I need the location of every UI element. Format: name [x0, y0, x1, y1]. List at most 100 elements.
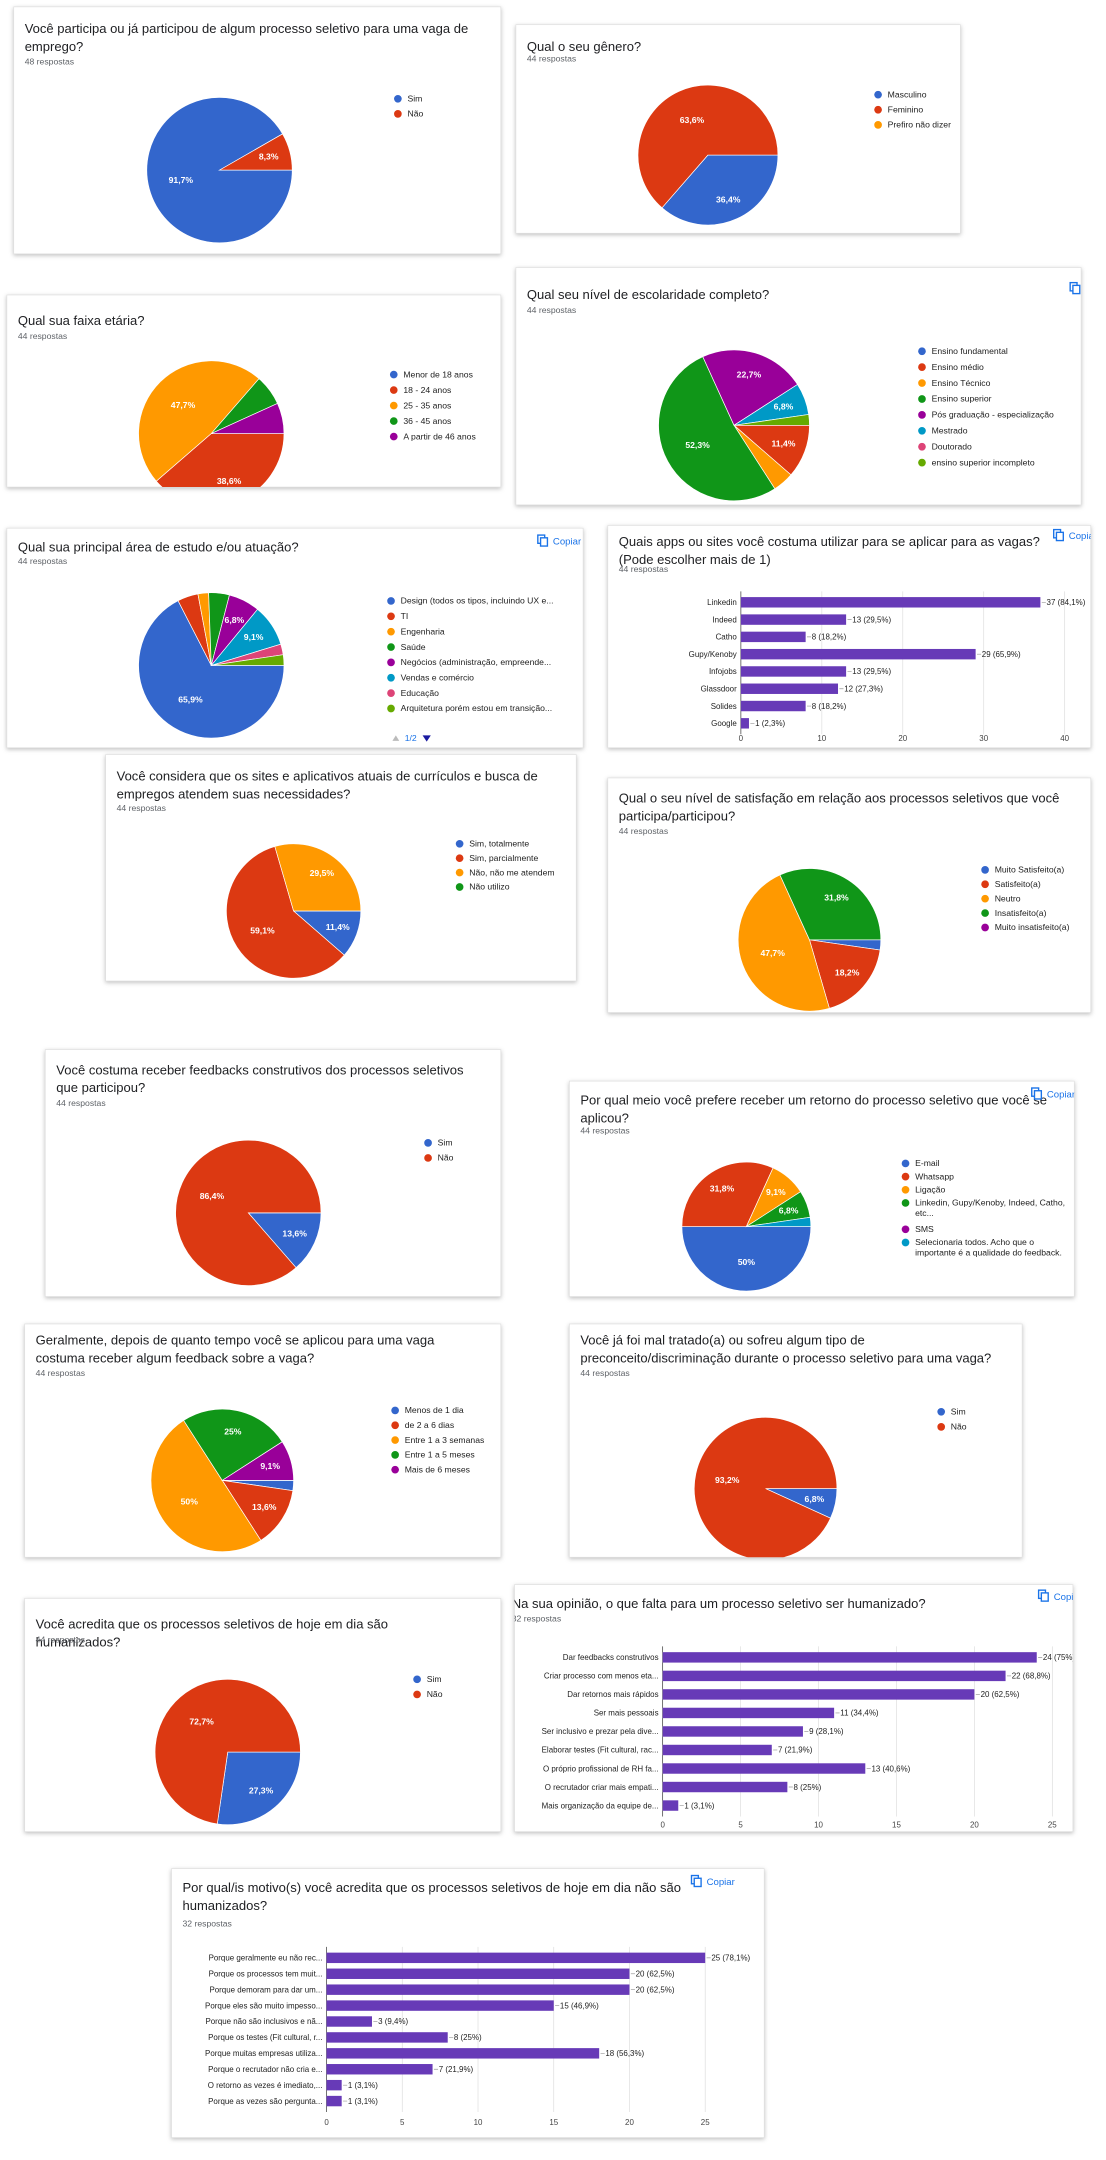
slice-label: 50%	[181, 1496, 199, 1506]
legend-label: Ensino superior	[932, 394, 992, 404]
bar	[662, 1763, 866, 1774]
response-count: 44 respostas	[18, 556, 67, 566]
x-tick-label: 25	[701, 2118, 710, 2127]
legend-swatch	[901, 1225, 910, 1234]
value-label: 25 (78,1%)	[711, 1954, 750, 1963]
category-label: Porque os testes (Fit cultural, r...	[208, 2033, 322, 2042]
legend-label: Insatisfeito(a)	[995, 908, 1047, 918]
legend-swatch	[387, 597, 395, 605]
legend-label: Não	[427, 1689, 443, 1699]
slice-label: 6,8%	[779, 1205, 799, 1215]
legend-swatch	[455, 839, 464, 848]
pie-slice	[221, 1479, 294, 1541]
legend-swatch	[413, 1690, 421, 1699]
category-label: Elaborar testes (Fit cultural, rac...	[542, 1746, 659, 1755]
response-count: 44 respostas	[619, 564, 668, 574]
pie-slice	[221, 1441, 294, 1481]
legend-label: Design (todos os tipos, incluindo UX e..…	[401, 596, 554, 606]
response-count: 44 respostas	[117, 803, 166, 813]
slice-label: 6,8%	[774, 402, 794, 412]
legend-label: Sim	[951, 1407, 966, 1417]
value-label: 37 (84,1%)	[1047, 598, 1086, 607]
slice-label: 47,7%	[760, 948, 785, 958]
slice-label: 9,1%	[766, 1187, 786, 1197]
legend-swatch	[901, 1172, 910, 1181]
x-tick-label: 20	[898, 734, 907, 743]
legend-label: SMS	[915, 1224, 934, 1234]
legend-label: Negócios (administração, empreende...	[401, 657, 552, 667]
content: Você participa ou já participou de algum…	[6, 6, 1092, 2138]
pie-slice	[216, 1751, 301, 1826]
pager-next	[422, 735, 431, 742]
legend-swatch	[413, 1675, 421, 1684]
pie-slice	[218, 133, 293, 171]
value-label: 12 (27,3%)	[844, 684, 883, 693]
x-tick-label: 40	[1060, 734, 1069, 743]
text-line: humanizados?	[36, 1634, 121, 1649]
question-title: Por qual meio você prefere receber um re…	[580, 1092, 1047, 1125]
category-label: Porque os processos tem muit...	[209, 1970, 323, 1979]
bar	[326, 2016, 372, 2027]
legend-swatch	[874, 90, 882, 99]
copy-icon	[1040, 1592, 1049, 1602]
question-title: Qual seu nível de escolaridade completo?	[527, 287, 769, 302]
slice-label: 11,4%	[326, 922, 350, 932]
text-line: (Pode escolher mais de 1)	[619, 552, 771, 567]
text-line: Você considera que os sites e aplicativo…	[117, 769, 538, 784]
text-line: Você participa ou já participou de algum…	[25, 21, 469, 36]
category-label: Porque as vezes são pergunta...	[208, 2097, 322, 2106]
legend-label: Masculino	[888, 89, 927, 99]
bar	[326, 2032, 448, 2043]
legend-label: Satisfeito(a)	[995, 879, 1041, 889]
slice-label: 50%	[738, 1257, 756, 1267]
bar	[326, 1952, 706, 1964]
category-label: Gupy/Kenoby	[689, 650, 737, 659]
pie-slice	[150, 1419, 262, 1553]
question-title: Quais apps ou sites você costuma utiliza…	[619, 534, 1040, 567]
slice-label: 11,4%	[771, 439, 795, 449]
legend-swatch	[901, 1238, 910, 1247]
legend-swatch	[981, 894, 989, 903]
bar	[326, 2064, 433, 2075]
legend-label: Não	[951, 1422, 967, 1432]
chart-card: Você participa ou já participou de algum…	[25, 21, 469, 244]
value-label: 13 (29,5%)	[852, 615, 891, 624]
category-label: Linkedin	[707, 598, 737, 607]
value-label: 24 (75%)	[1043, 1653, 1076, 1662]
value-label: 20 (62,5%)	[981, 1690, 1020, 1699]
response-count: 44 respostas	[580, 1368, 629, 1378]
legend-swatch	[918, 442, 926, 451]
legend-swatch	[874, 105, 882, 114]
response-count: 44 respostas	[619, 826, 668, 836]
legend-label: A partir de 46 anos	[403, 431, 475, 441]
legend-swatch	[424, 1139, 432, 1147]
category-label: O retorno as vezes é imediato,...	[208, 2081, 323, 2090]
legend-label: Prefiro não dizer	[888, 120, 951, 130]
card	[569, 1080, 1075, 1297]
pie-slice	[211, 654, 285, 666]
value-label: 1 (3,1%)	[348, 2081, 378, 2090]
slice-label: 31,8%	[824, 893, 849, 903]
value-label: 7 (21,9%)	[778, 1746, 813, 1755]
legend-label: Feminino	[888, 105, 924, 115]
text-line: que participou?	[56, 1080, 145, 1095]
legend-swatch	[389, 432, 398, 441]
bar	[326, 1984, 630, 1995]
category-label: Ser inclusivo e prezar pela dive...	[542, 1727, 659, 1736]
bar	[662, 1670, 1006, 1682]
value-label: 8 (25%)	[794, 1783, 822, 1792]
legend-label: Sim	[438, 1138, 453, 1148]
legend-swatch	[394, 110, 402, 118]
legend-label: Ensino Técnico	[932, 378, 991, 388]
question-title: Qual sua faixa etária?	[18, 313, 145, 328]
response-count: 44 respostas	[527, 54, 576, 64]
legend-swatch	[918, 411, 926, 419]
category-label: Porque demoram para dar um...	[209, 1985, 322, 1994]
pager-prev	[392, 735, 400, 741]
bar	[740, 614, 847, 625]
pie-slice	[637, 84, 779, 209]
value-label: 8 (25%)	[454, 2033, 482, 2042]
legend-label: TI	[401, 611, 409, 621]
bar	[740, 631, 806, 643]
